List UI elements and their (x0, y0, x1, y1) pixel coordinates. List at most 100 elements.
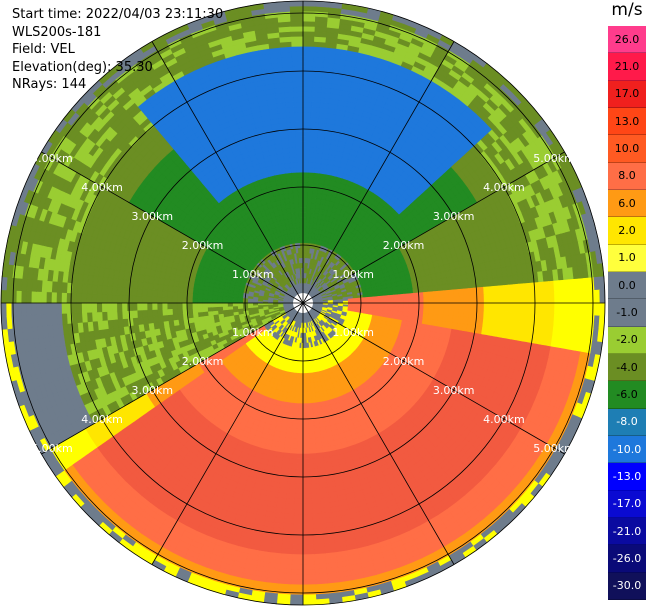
radar-bin (308, 408, 313, 413)
radar-bin (297, 444, 303, 449)
radar-bin (494, 294, 499, 303)
radar-bin (394, 299, 399, 303)
radar-bin (303, 72, 313, 77)
radar-bin (299, 394, 303, 399)
radar-bin (303, 167, 309, 172)
radar-bin (314, 178, 320, 184)
radar-bin (509, 285, 515, 294)
radar-bin (373, 300, 378, 303)
radar-bin (408, 289, 414, 294)
radar-bin (288, 469, 296, 475)
radar-bin (313, 413, 318, 419)
radar-bin (296, 459, 303, 464)
radar-bin (294, 509, 303, 514)
radar-bin (509, 294, 514, 303)
radar-bin (307, 398, 312, 403)
radar-bin (303, 77, 313, 82)
radar-bin (309, 167, 315, 172)
radar-bin (289, 458, 296, 464)
radar-bin (291, 580, 303, 585)
radar-bin (312, 97, 321, 103)
radar-bin (291, 433, 297, 438)
radar-bin (310, 137, 318, 142)
radar-bin (303, 394, 307, 399)
radar-bin (384, 303, 389, 307)
radar-bin (288, 413, 293, 419)
radar-bin (303, 529, 313, 534)
radar-bin (303, 469, 311, 474)
radar-bin (509, 312, 515, 321)
radar-bin (549, 292, 554, 303)
radar-bin (303, 31, 315, 36)
radar-bin (310, 142, 317, 148)
radar-bin (403, 289, 409, 294)
radar-bin (292, 554, 303, 559)
radar-bin (399, 299, 404, 303)
radar-bin (469, 303, 474, 311)
radar-bin (303, 56, 314, 61)
radar-bin (303, 539, 314, 544)
radar-bin (529, 283, 535, 293)
radar-bin (309, 448, 316, 454)
radar-bin (296, 464, 303, 469)
radar-bin (286, 489, 295, 495)
radar-bin (423, 308, 428, 314)
radar-bin (303, 590, 316, 595)
radar-bin (585, 291, 590, 304)
radar-bin (464, 296, 469, 303)
radar-bin (303, 459, 310, 464)
radar-bin (296, 454, 303, 459)
radar-bin (311, 484, 319, 490)
radar-bin (303, 122, 311, 127)
radar-bin (529, 303, 534, 313)
radar-bin (303, 414, 308, 419)
radar-bin (479, 303, 484, 311)
radar-bin (429, 297, 434, 303)
radar-bin (303, 87, 312, 92)
radar-bin (303, 36, 315, 41)
radar-bin (303, 187, 308, 192)
radar-bin (292, 549, 303, 554)
radar-bin (464, 310, 469, 318)
radar-bin (434, 297, 439, 303)
radar-bin (298, 419, 303, 424)
radar-bin (303, 162, 309, 167)
radar-bin (293, 529, 303, 534)
radar-bin (413, 288, 419, 293)
radar-bin (303, 439, 309, 444)
radar-bin (289, 464, 297, 469)
radar-bin (290, 443, 297, 448)
radar-bin (484, 311, 490, 319)
radar-bin (283, 529, 293, 535)
radar-bin (484, 287, 490, 295)
radar-bin (303, 575, 315, 580)
radar-bin (293, 413, 298, 418)
radar-bin (394, 303, 399, 307)
radar-bin (414, 298, 419, 303)
radar-bin (303, 152, 310, 157)
radar-bin (310, 147, 317, 153)
radar-bin (408, 308, 413, 313)
radar-bin (560, 303, 565, 314)
radar-bin (303, 494, 312, 499)
radar-bin (289, 453, 296, 459)
radar-bin (404, 298, 409, 303)
radar-bin (565, 291, 570, 303)
radar-bin (310, 469, 318, 475)
radar-bin (444, 297, 449, 303)
radar-bin (423, 292, 428, 298)
radar-bin (303, 600, 316, 605)
radar-bin (308, 177, 314, 182)
radar-bin (303, 107, 312, 112)
radar-bin (287, 423, 293, 429)
radar-bin (303, 464, 310, 469)
radar-bin (428, 309, 433, 315)
radar-bin (539, 293, 544, 304)
radar-bin (300, 378, 304, 383)
radar-bin (292, 544, 303, 549)
radar-bin (307, 403, 312, 408)
radar-bin (393, 307, 398, 311)
radar-bin (303, 454, 310, 459)
radar-bin (303, 479, 311, 484)
radar-bin (544, 303, 549, 314)
